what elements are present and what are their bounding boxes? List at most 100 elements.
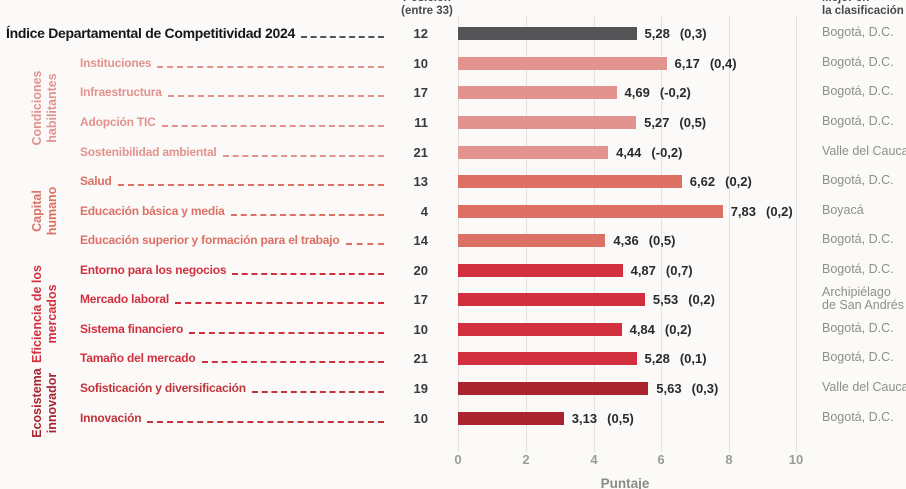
position-rank: 10: [413, 55, 428, 71]
score-change: (0,3): [679, 25, 707, 41]
score-value: 4,69 (-0,2): [624, 84, 691, 100]
best-department: Archipiélago de San Andrés: [822, 284, 905, 312]
dotted-leader: [222, 154, 384, 157]
score-bar: [458, 145, 609, 159]
row-label: Instituciones: [80, 56, 152, 70]
score-change: (0,1): [679, 350, 707, 366]
dotted-leader: [117, 183, 384, 186]
score-bar: [458, 56, 667, 70]
row-label: Sofisticación y diversificación: [80, 381, 246, 395]
score-change: (-0,2): [651, 144, 683, 160]
score-change: (0,2): [664, 321, 692, 337]
score-value: 5,28 (0,1): [644, 350, 707, 366]
score-change: (0,5): [607, 410, 634, 426]
row-label: Innovación: [80, 411, 142, 425]
row-educacion-superior: Educación superior y formación para el t…: [0, 225, 906, 255]
score-change: (0,5): [648, 232, 676, 248]
x-tick-6: 6: [657, 452, 665, 467]
score-bar: [458, 411, 564, 425]
score-value: 4,36 (0,5): [613, 232, 676, 248]
score-value: 5,53 (0,2): [652, 291, 715, 307]
score-change: (0,2): [725, 173, 752, 189]
dotted-leader: [201, 360, 384, 363]
position-column-header: Posición (entre 33): [401, 0, 453, 17]
score-bar: [458, 85, 617, 99]
row-salud: Salud 13 6,62 (0,2) Bogotá, D.C.: [0, 166, 906, 196]
row-label: Índice Departamental de Competitividad 2…: [6, 25, 295, 41]
best-department: Bogotá, D.C.: [822, 25, 894, 40]
x-axis-title: Puntaje: [600, 476, 650, 489]
position-rank: 14: [413, 232, 428, 248]
score-value: 6,62 (0,2): [689, 173, 752, 189]
score-bar: [458, 115, 637, 129]
row-label: Infraestructura: [80, 85, 162, 99]
dotted-leader: [147, 420, 384, 423]
position-rank: 21: [413, 144, 428, 160]
dotted-leader: [230, 213, 384, 216]
score-change: (0,7): [665, 262, 693, 278]
row-label: Educación superior y formación para el t…: [80, 233, 340, 247]
best-department: Bogotá, D.C.: [822, 350, 894, 365]
position-rank: 17: [413, 291, 428, 307]
best-department: Bogotá, D.C.: [822, 84, 894, 99]
row-innovacion: Innovación 10 3,13 (0,5) Bogotá, D.C.: [0, 403, 906, 433]
x-tick-4: 4: [590, 452, 598, 467]
score-bar: [458, 26, 637, 40]
best-department: Valle del Cauca: [822, 380, 906, 395]
position-rank: 11: [414, 114, 428, 130]
row-sofisticacion-diversificacion: Sofisticación y diversificación 19 5,63(…: [0, 373, 906, 403]
score-value: 6,17 (0,4): [674, 55, 737, 71]
position-rank: 4: [420, 203, 428, 219]
dotted-leader: [157, 65, 384, 68]
x-tick-0: 0: [454, 452, 462, 467]
row-instituciones: Instituciones 10 6,17 (0,4) Bogotá, D.C.: [0, 48, 906, 78]
score-bar: [458, 233, 606, 247]
best-department: Bogotá, D.C.: [822, 321, 894, 336]
row-infraestructura: Infraestructura 17 4,69 (-0,2) Bogotá, D.…: [0, 77, 906, 107]
score-value: 3,13 (0,5): [571, 410, 634, 426]
position-rank: 17: [413, 84, 428, 100]
row-sostenibilidad-ambiental: Sostenibilidad ambiental 21 4,44 (-0,2) V…: [0, 137, 906, 167]
best-department: Valle del Cauca: [822, 144, 906, 159]
best-department: Boyacá: [822, 203, 864, 218]
row-label: Sistema financiero: [80, 322, 184, 336]
score-bar: [458, 351, 637, 365]
score-bar: [458, 204, 723, 218]
dotted-leader: [167, 94, 384, 97]
best-department: Bogotá, D.C.: [822, 55, 894, 70]
row-educacion-basica-y-media: Educación básica y media 4 7,83 (0,2) Boy…: [0, 196, 906, 226]
position-rank: 10: [413, 410, 428, 426]
score-bar: [458, 263, 623, 277]
score-change: (0,3): [691, 380, 719, 396]
row-label: Mercado laboral: [80, 292, 170, 306]
best-in-class-column-header: Mejor en la clasificación: [822, 0, 904, 17]
position-rank: 19: [413, 380, 428, 396]
x-tick-10: 10: [788, 452, 804, 467]
dotted-leader: [232, 272, 384, 275]
position-rank: 20: [413, 262, 428, 278]
best-department: Bogotá, D.C.: [822, 262, 894, 277]
score-value: 5,63 (0,3): [656, 380, 719, 396]
gridline: [661, 16, 662, 452]
score-bar: [458, 174, 682, 188]
dotted-leader: [345, 242, 384, 245]
row-tamano-mercado: Tamaño del mercado 21 5,28 (0,1) Bogotá, …: [0, 343, 906, 373]
position-rank: 10: [413, 321, 428, 337]
x-tick-8: 8: [725, 452, 733, 467]
row-label: Educación básica y media: [80, 204, 225, 218]
dotted-leader: [161, 124, 384, 127]
score-value: 7,83 (0,2): [730, 203, 793, 219]
score-bar: [458, 292, 645, 306]
row-label: Tamaño del mercado: [80, 351, 196, 365]
score-change: (0,2): [766, 203, 793, 219]
dotted-leader: [175, 301, 384, 304]
row-sistema-financiero: Sistema financiero 10 4,84 (0,2) Bogotá, …: [0, 314, 906, 344]
dotted-leader: [251, 390, 384, 393]
row-label: Sostenibilidad ambiental: [80, 145, 217, 159]
best-department: Bogotá, D.C.: [822, 114, 894, 129]
best-department: Bogotá, D.C.: [822, 232, 894, 247]
score-value: 4,87 (0,7): [630, 262, 693, 278]
x-tick-2: 2: [522, 452, 530, 467]
gridline: [796, 16, 797, 452]
